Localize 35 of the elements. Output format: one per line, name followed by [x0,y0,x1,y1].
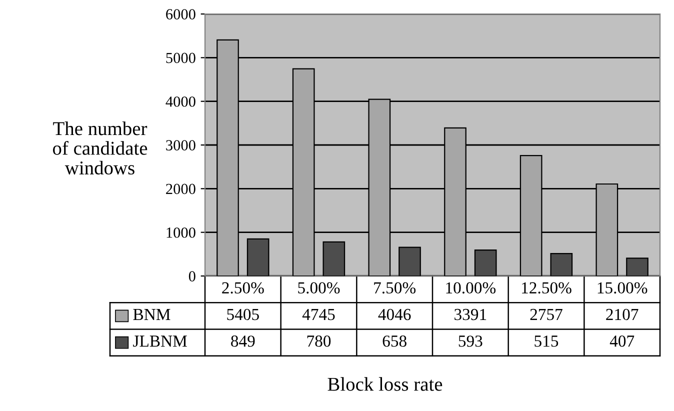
y-tick-label: 1000 [166,227,196,238]
data-label: 4745 [302,308,335,320]
y-tick-label: 5000 [166,52,196,64]
data-label: 2107 [606,308,638,320]
bar [550,252,573,276]
y-axis-title: The number of candidate windows [52,122,148,175]
data-label: 407 [610,336,634,347]
y-tick-label: 6000 [166,9,196,20]
data-label: 2757 [530,308,562,320]
bar [474,250,497,276]
y-tick-label: 0 [188,271,196,282]
x-tick-label: 10.00% [446,282,496,294]
data-label: 3391 [454,308,486,320]
data-label: 849 [231,336,255,347]
bar [246,238,270,276]
x-tick-label: 15.00% [598,282,648,294]
data-label: 515 [534,336,558,347]
data-label: 593 [458,336,482,347]
x-axis-title: Block loss rate [328,377,442,391]
x-tick-label: 2.50% [222,282,264,294]
bar [322,241,346,276]
x-tick-label: 5.00% [298,282,340,294]
data-label: 5405 [227,308,259,320]
bar [626,258,648,276]
x-tick-label: 12.50% [522,282,572,294]
data-label: 780 [307,336,331,347]
x-tick-label: 7.50% [374,282,416,294]
data-label: 4046 [378,308,411,320]
data-label: 658 [382,336,406,347]
y-tick-label: 4000 [166,96,196,107]
y-tick-label: 3000 [166,140,196,150]
legend-label: JLBNM [133,336,187,347]
bar [398,246,421,276]
y-tick-label: 2000 [166,184,196,194]
legend-label: BNM [133,309,170,320]
